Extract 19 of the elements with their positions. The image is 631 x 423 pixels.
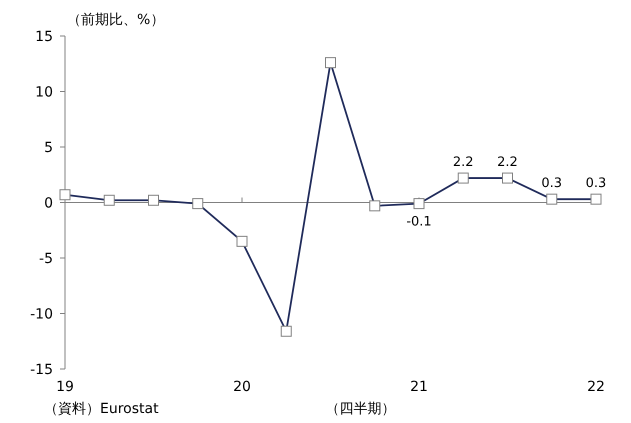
y-tick-label: 15 — [35, 29, 53, 45]
data-label: -0.1 — [406, 214, 432, 230]
y-tick-label: 0 — [44, 196, 53, 212]
y-tick-label: -10 — [30, 306, 53, 322]
y-axis-title: （前期比、%） — [67, 12, 164, 28]
y-tick-label: -5 — [39, 251, 53, 267]
data-label: 2.2 — [452, 155, 474, 170]
x-tick-label: 21 — [410, 379, 428, 395]
y-tick-label: -15 — [30, 362, 53, 378]
text: （資料）Eurostat — [44, 401, 160, 417]
data-label: 0.3 — [541, 176, 562, 192]
x-tick-label: 20 — [233, 379, 251, 395]
y-tick-label: 10 — [35, 84, 53, 100]
x-tick-label: 19 — [56, 379, 74, 395]
x-axis-title: （四半期） — [326, 401, 396, 417]
x-tick-label: 22 — [587, 379, 605, 395]
y-tick-label: 5 — [44, 140, 53, 156]
data-label: 0.3 — [586, 176, 606, 192]
data-label: 2.2 — [497, 155, 518, 170]
